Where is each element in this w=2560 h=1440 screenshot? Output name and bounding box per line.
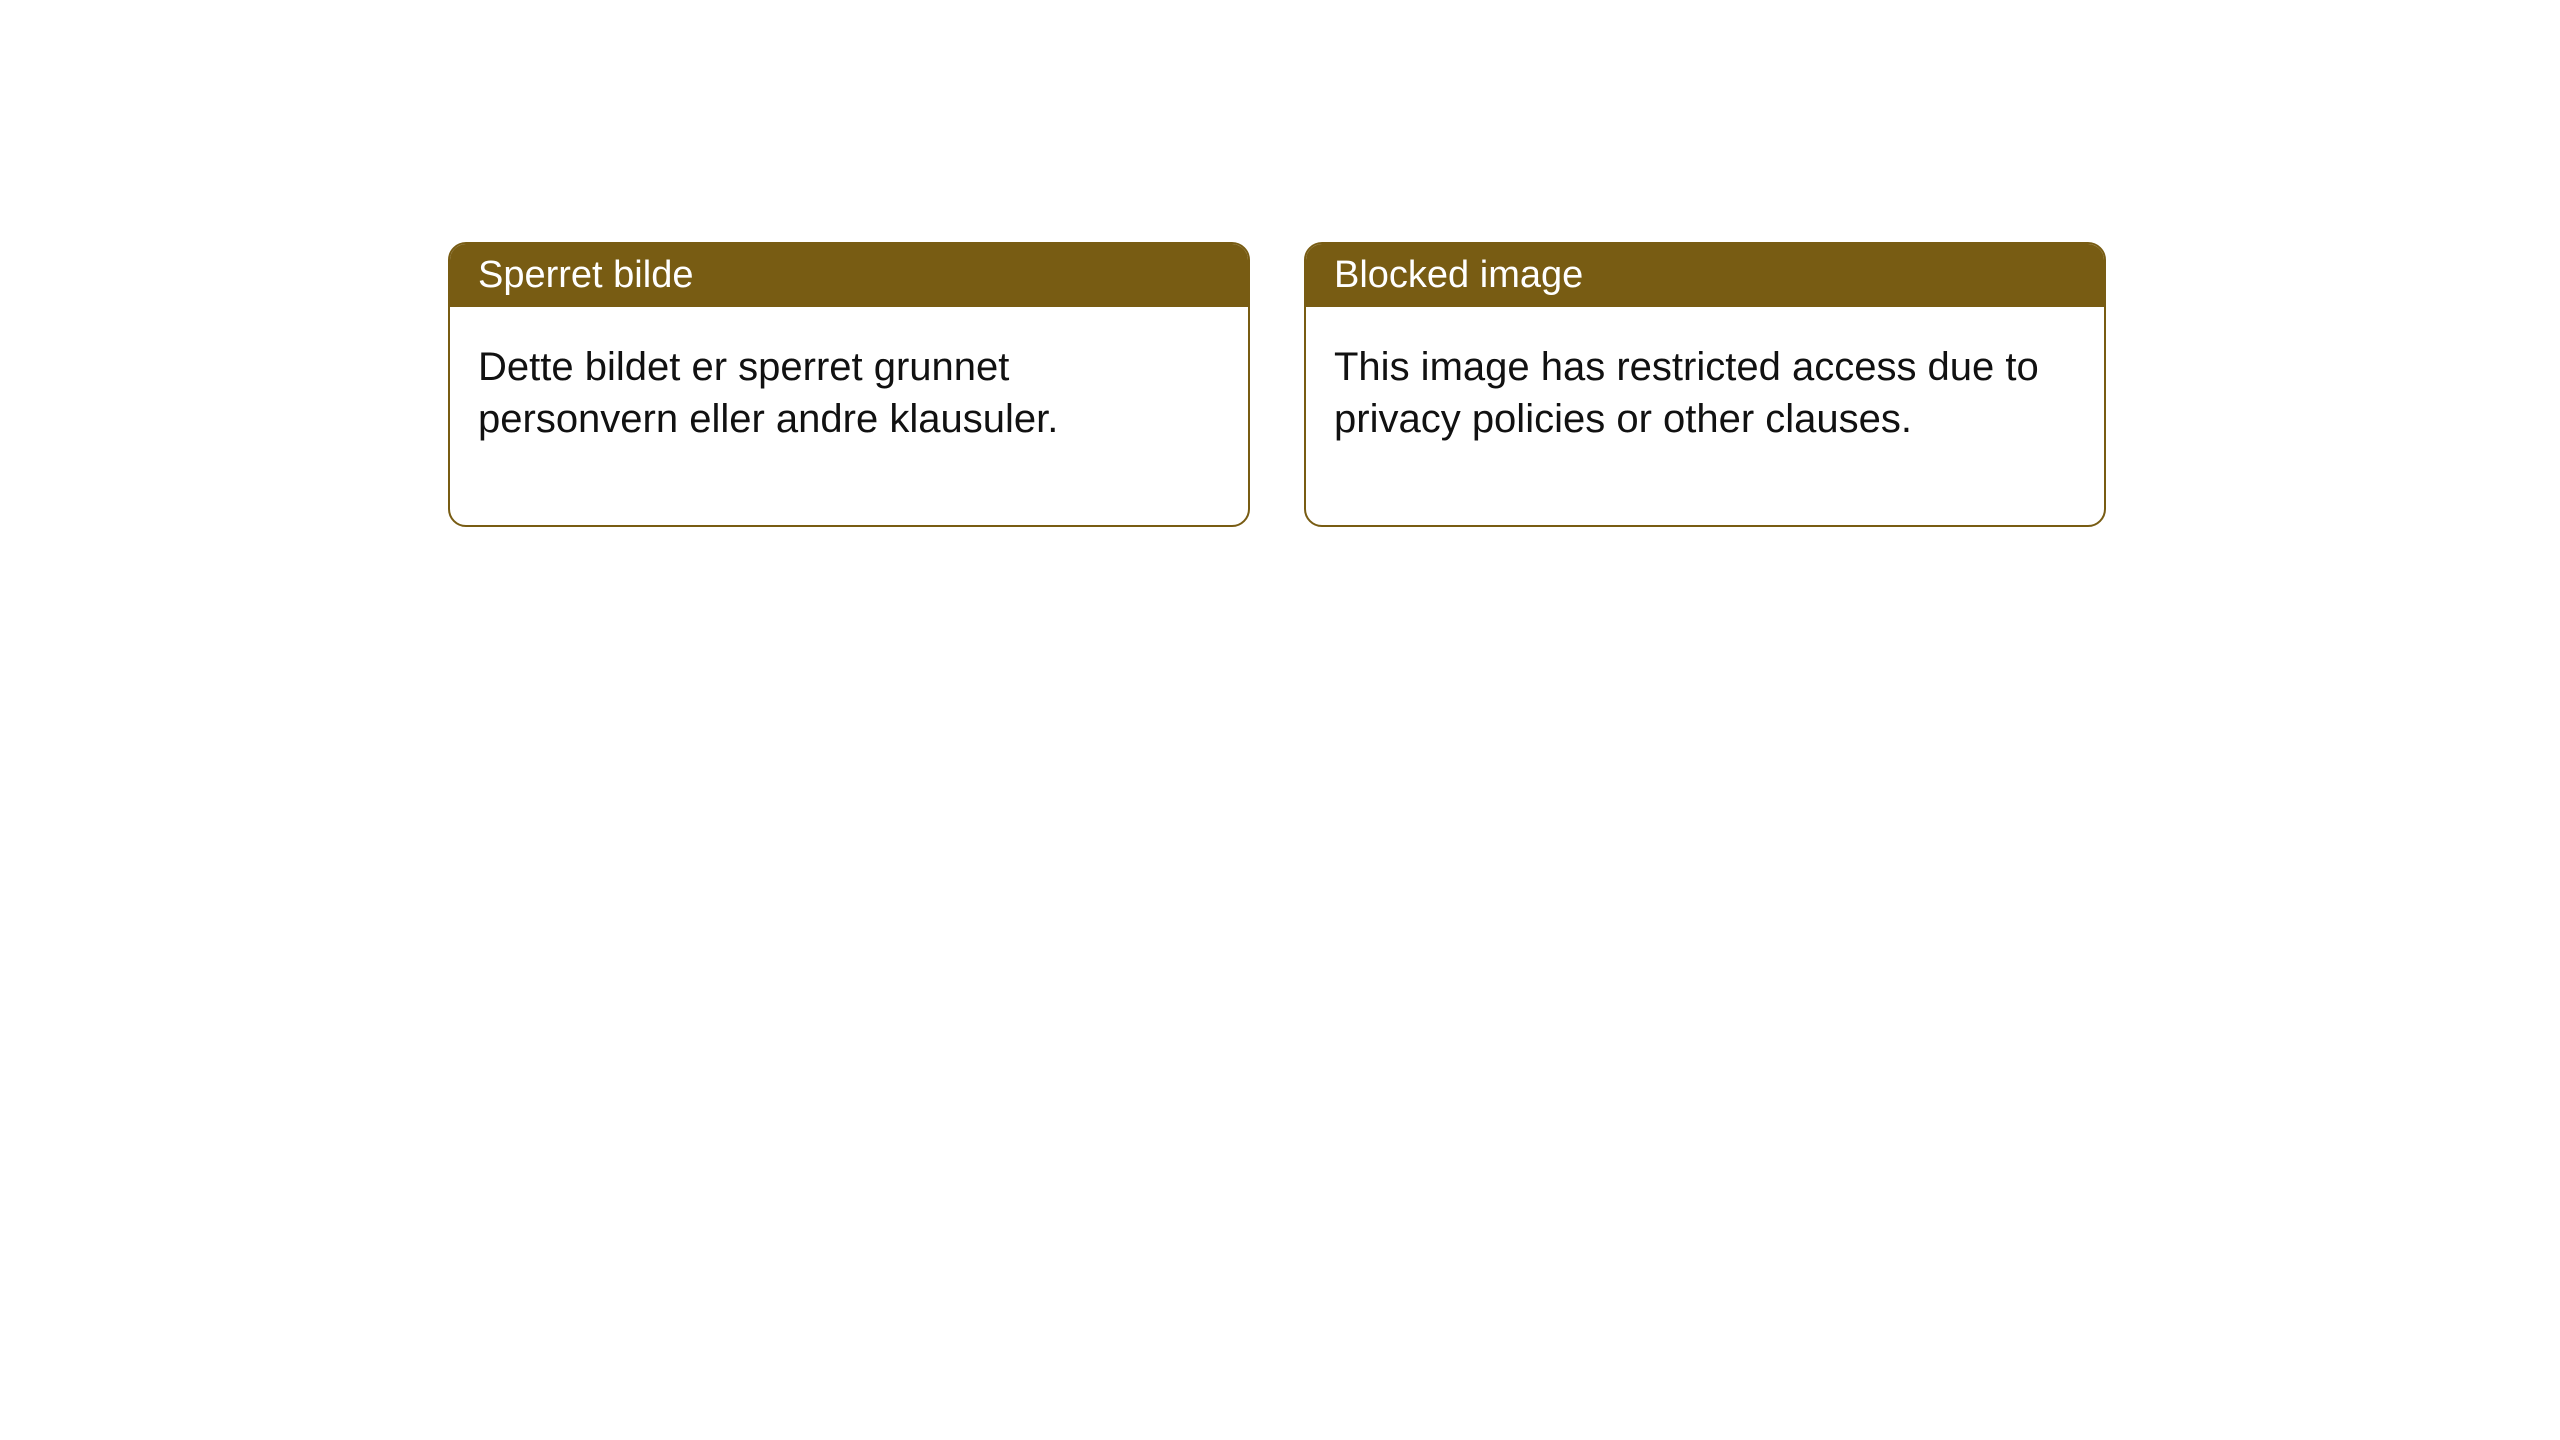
notice-title: Sperret bilde bbox=[450, 244, 1248, 307]
notice-container: Sperret bilde Dette bildet er sperret gr… bbox=[448, 242, 2106, 527]
notice-card-norwegian: Sperret bilde Dette bildet er sperret gr… bbox=[448, 242, 1250, 527]
notice-body: This image has restricted access due to … bbox=[1306, 307, 2104, 525]
notice-card-english: Blocked image This image has restricted … bbox=[1304, 242, 2106, 527]
notice-title: Blocked image bbox=[1306, 244, 2104, 307]
notice-body: Dette bildet er sperret grunnet personve… bbox=[450, 307, 1248, 525]
